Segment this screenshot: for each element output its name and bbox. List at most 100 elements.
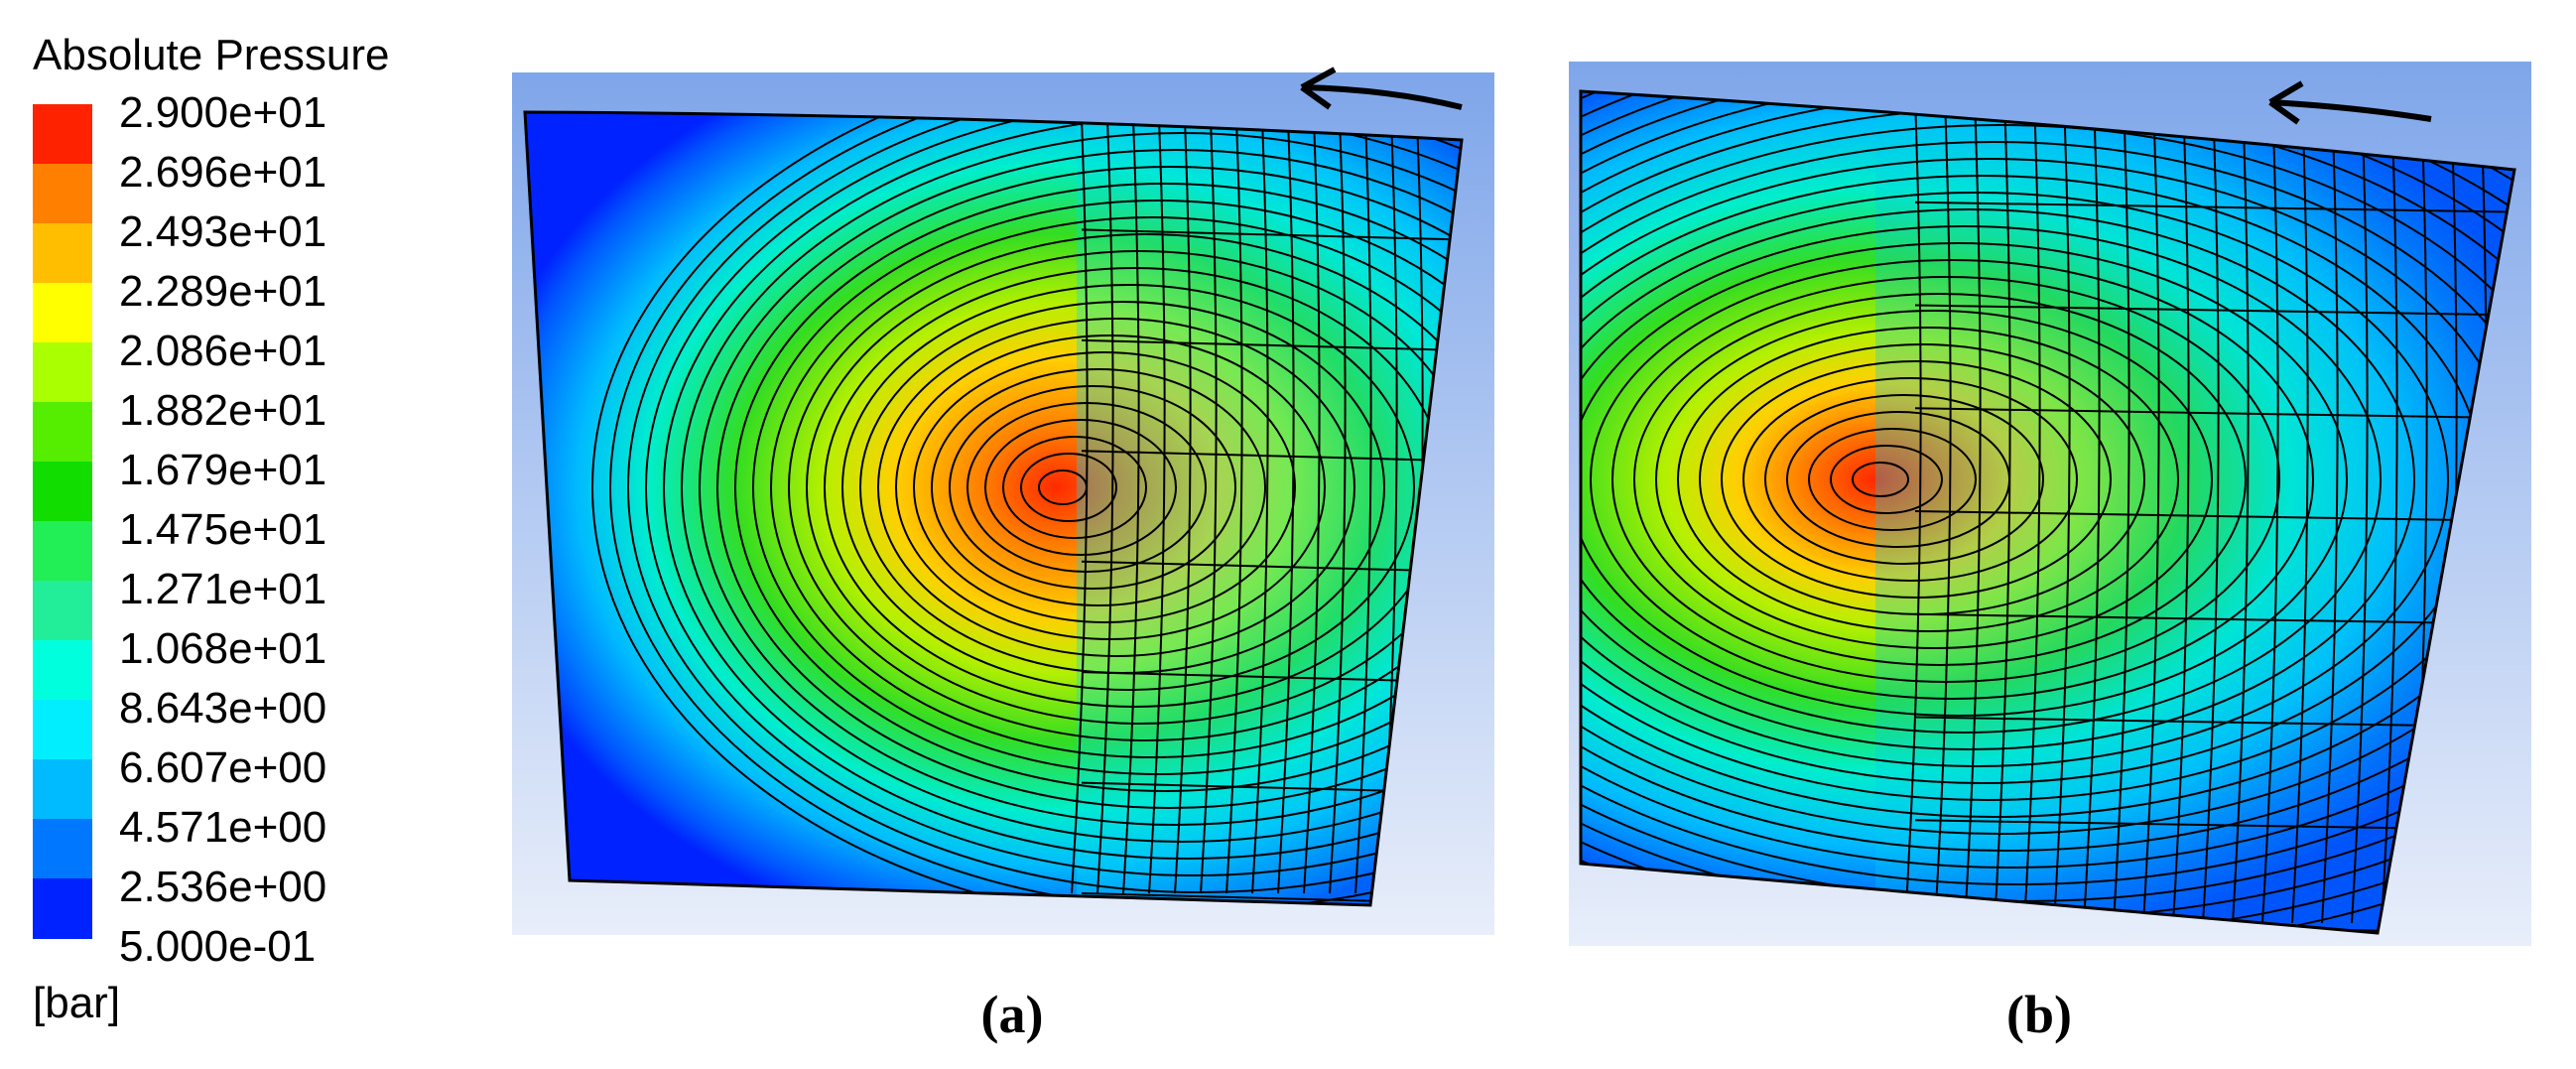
legend-label: 6.607e+00 xyxy=(119,743,326,792)
contour-line xyxy=(1002,436,1147,539)
contour-line xyxy=(1581,158,2514,801)
blade-line xyxy=(1964,98,1982,924)
contour-line xyxy=(1590,259,2314,700)
panel-label: (b) xyxy=(2006,985,2072,1044)
blade-line xyxy=(2351,98,2369,924)
color-swatch xyxy=(33,223,92,284)
contour-line xyxy=(1581,141,2514,818)
outline xyxy=(523,110,1464,907)
blade-line xyxy=(1994,98,2011,924)
blade-line xyxy=(1251,118,1269,894)
blade-line xyxy=(1081,450,1460,463)
contour-line xyxy=(770,216,1462,758)
contour-line xyxy=(1721,360,2112,599)
blade-line xyxy=(1914,304,2514,317)
color-swatch xyxy=(33,283,92,343)
contour-line xyxy=(1764,394,2044,565)
contour-line xyxy=(752,200,1462,775)
blade-line xyxy=(1122,118,1140,894)
contour-line xyxy=(627,112,1462,893)
legend-label: 1.679e+01 xyxy=(119,446,326,494)
color-swatch xyxy=(33,819,92,879)
color-swatch xyxy=(33,759,92,820)
color-swatch xyxy=(33,402,92,463)
blade-line xyxy=(1277,118,1295,894)
contour-a xyxy=(525,112,1462,905)
blade-line xyxy=(2053,98,2071,924)
blade-line xyxy=(1174,118,1192,894)
color-swatch xyxy=(33,104,92,165)
blade-line xyxy=(2381,98,2398,924)
contour-line xyxy=(609,112,1462,905)
contour-line xyxy=(645,112,1462,876)
color-swatch xyxy=(33,521,92,582)
legend-label: 1.271e+01 xyxy=(119,565,326,613)
color-swatch xyxy=(33,878,92,939)
color-swatch xyxy=(33,581,92,641)
rotation-arrow xyxy=(2268,80,2432,125)
contour-line xyxy=(699,149,1462,826)
blade-line xyxy=(2142,98,2160,924)
contour-line xyxy=(931,368,1266,606)
legend-label: 8.643e+00 xyxy=(119,684,326,733)
contour-b xyxy=(1581,91,2514,933)
color-swatch xyxy=(33,164,92,224)
legend-title: Absolute Pressure xyxy=(33,31,390,79)
legend-label: 4.571e+00 xyxy=(119,803,326,852)
contour-line xyxy=(1808,428,1977,531)
legend-label: 2.289e+01 xyxy=(119,267,326,316)
blade-line xyxy=(2291,98,2309,924)
blade-line xyxy=(1354,118,1372,894)
contour-line xyxy=(877,318,1355,657)
blade-line xyxy=(1914,510,2514,522)
legend-label: 2.536e+00 xyxy=(119,863,326,911)
blade-line xyxy=(1081,338,1460,351)
contour-line xyxy=(591,112,1462,905)
color-swatch xyxy=(33,342,92,403)
contour-line xyxy=(1742,377,2078,582)
contour-line xyxy=(1852,462,1909,497)
blade-line xyxy=(2261,98,2279,924)
contour-line xyxy=(1830,445,1943,514)
legend-label: 2.086e+01 xyxy=(119,327,326,375)
color-swatch xyxy=(33,640,92,701)
blade-line xyxy=(2202,98,2220,924)
legend-unit: [bar] xyxy=(33,979,120,1027)
contour-line xyxy=(1581,242,2348,717)
blade-line xyxy=(1081,228,1460,241)
color-swatch xyxy=(33,462,92,522)
blade-line xyxy=(2232,98,2250,924)
contour-line xyxy=(841,284,1415,691)
blade-line xyxy=(1914,407,2514,420)
contour-line xyxy=(788,233,1462,741)
outline xyxy=(1579,89,2516,935)
blade-line xyxy=(2113,98,2130,924)
contour-line xyxy=(681,132,1462,843)
blade-line xyxy=(1303,118,1321,894)
blade-line xyxy=(1329,118,1347,894)
contour-line xyxy=(913,351,1296,623)
blade-line xyxy=(1148,118,1166,894)
contour-line xyxy=(1020,453,1117,522)
legend-label: 5.000e-01 xyxy=(119,922,316,971)
legend-label: 2.900e+01 xyxy=(119,88,326,137)
panel-label: (a) xyxy=(981,985,1044,1044)
contour-line xyxy=(734,183,1462,792)
color-bar xyxy=(33,104,92,939)
contour-line xyxy=(949,385,1236,590)
blade-line xyxy=(1081,560,1460,573)
contour-line xyxy=(806,250,1462,725)
contour-line xyxy=(1677,327,2179,632)
blade-line xyxy=(1200,118,1218,894)
contour-line xyxy=(1655,310,2213,649)
color-swatch xyxy=(33,700,92,760)
contour-line xyxy=(1581,91,2514,869)
contour-line xyxy=(1633,293,2247,666)
contour-line xyxy=(1581,192,2449,767)
blade-line xyxy=(2023,98,2041,924)
contour-line xyxy=(1581,225,2382,734)
contour-line xyxy=(1581,208,2415,750)
rotation-arrow xyxy=(1300,67,1463,110)
blade-line xyxy=(2172,98,2190,924)
blade-line xyxy=(2083,98,2101,924)
